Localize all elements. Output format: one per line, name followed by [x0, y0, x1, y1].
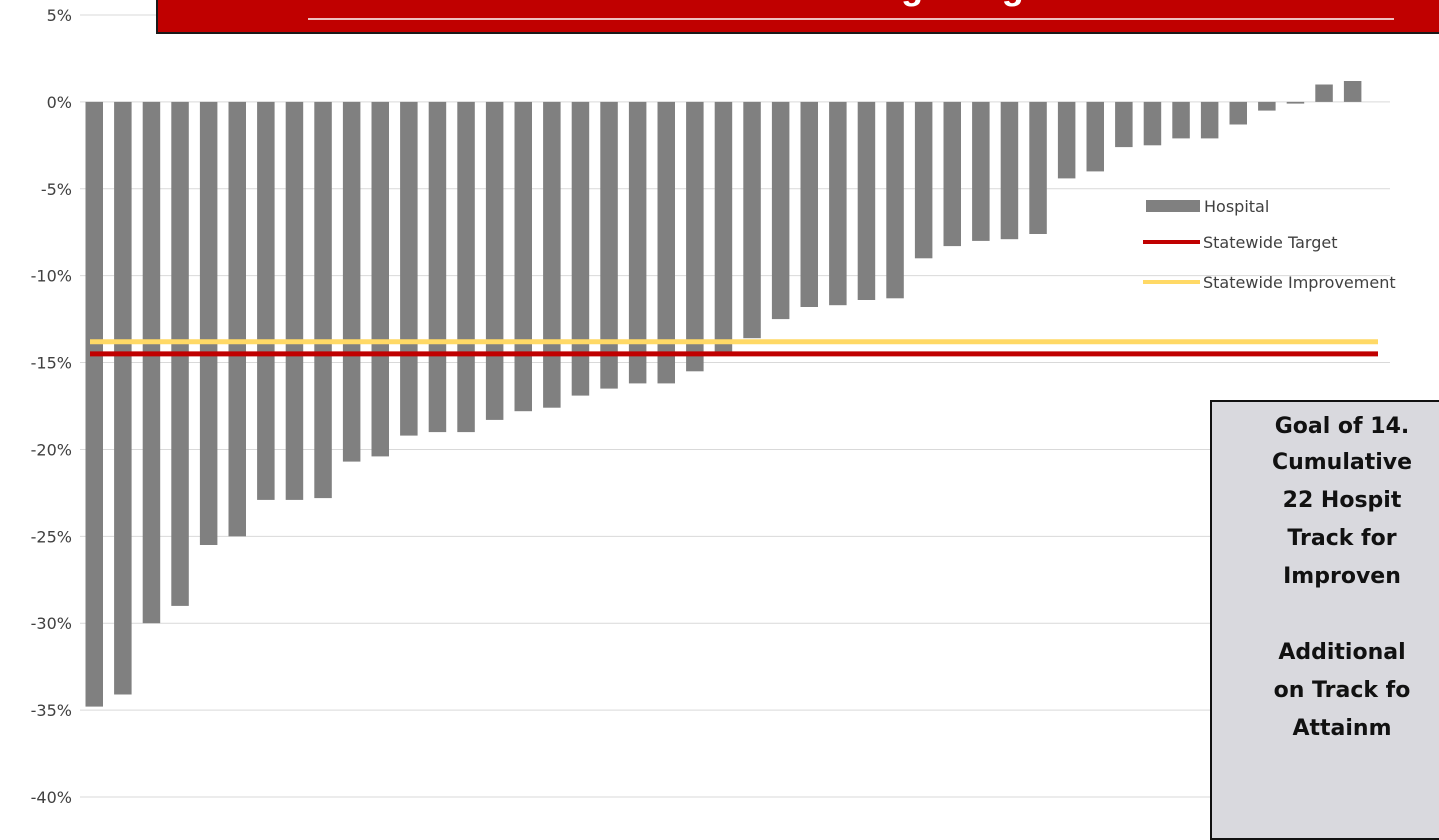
hospital-bar — [1258, 101, 1276, 111]
hospital-bar — [1029, 101, 1047, 235]
hospital-bar — [1315, 84, 1333, 102]
y-tick-label: -5% — [41, 180, 72, 199]
note-line: Improven — [1283, 564, 1401, 589]
hospital-bar — [285, 101, 304, 500]
hospital-bar — [686, 101, 704, 372]
note-line: on Track fo — [1273, 678, 1411, 703]
legend-target-label: Statewide Target — [1203, 233, 1337, 252]
legend-hospital-swatch — [1146, 200, 1200, 212]
hospital-bar — [457, 101, 475, 433]
note-line: Cumulative — [1271, 450, 1413, 475]
y-tick-label: -20% — [31, 440, 72, 459]
hospital-bar — [1000, 101, 1019, 240]
title-underline — [308, 18, 1394, 20]
gridlines — [80, 14, 1390, 798]
legend: Hospital Statewide Target Statewide Impr… — [1143, 197, 1396, 292]
hospital-bar — [1143, 101, 1162, 146]
hospital-bar — [886, 101, 904, 299]
hospital-bar — [857, 101, 876, 301]
hospital-bar — [743, 101, 761, 339]
hospital-bar — [972, 101, 990, 241]
hospital-bar — [1086, 101, 1104, 172]
hospital-bar — [571, 101, 590, 396]
hospital-bar — [943, 101, 961, 247]
title-banner: to CY 2017 YTD through August — [156, 0, 1439, 34]
hospital-bar — [514, 101, 532, 412]
hospital-bar — [1172, 101, 1190, 139]
hospital-bar — [800, 101, 818, 308]
hospital-bar — [1200, 101, 1219, 139]
hospital-bar — [1115, 101, 1133, 148]
note-line: Goal of 14. — [1274, 414, 1410, 439]
hospital-bar — [1057, 101, 1076, 179]
hospital-bars — [85, 81, 1362, 707]
hospital-bar — [428, 101, 447, 433]
hospital-bar — [400, 101, 418, 436]
goal-note-box: Goal of 14. Cumulative 22 Hospit Track f… — [1210, 400, 1439, 840]
hospital-bar — [1343, 81, 1362, 102]
hospital-bar — [485, 101, 504, 420]
reference-lines — [90, 339, 1378, 357]
hospital-bar — [1229, 101, 1247, 125]
hospital-bar — [1286, 101, 1305, 104]
hospital-bar — [829, 101, 847, 306]
hospital-bar — [714, 101, 733, 356]
legend-improvement-label: Statewide Improvement — [1203, 273, 1396, 292]
note-line: 22 Hospit — [1282, 488, 1402, 513]
note-line: Track for — [1287, 526, 1397, 551]
hospital-bar — [314, 101, 332, 499]
y-tick-label: -35% — [31, 701, 72, 720]
y-axis-tick-labels: 5% 0% -5% -10% -15% -20% -25% -30% -35% -40% — [31, 6, 72, 807]
y-tick-label: -10% — [31, 267, 72, 286]
hospital-bar — [114, 101, 132, 695]
y-tick-label: -25% — [31, 527, 72, 546]
hospital-bar — [199, 101, 218, 546]
hospital-bar — [657, 101, 675, 384]
hospital-bar — [228, 101, 246, 537]
y-tick-label: -30% — [31, 614, 72, 633]
y-tick-label: 5% — [47, 6, 72, 25]
legend-hospital-label: Hospital — [1204, 197, 1269, 216]
chart-area: 5% 0% -5% -10% -15% -20% -25% -30% -35% -40% Hosp… — [31, 6, 1396, 807]
hospital-bar — [342, 101, 361, 462]
hospital-bar — [600, 101, 618, 389]
hospital-bar — [142, 101, 161, 624]
chart-title: to CY 2017 YTD through August — [158, 0, 1439, 8]
hospital-bar — [371, 101, 389, 457]
hospital-bar — [85, 101, 103, 707]
hospital-bar — [257, 101, 275, 500]
y-tick-label: -15% — [31, 354, 72, 373]
note-line: Attainm — [1292, 716, 1392, 741]
y-tick-label: -40% — [31, 788, 72, 807]
y-tick-label: 0% — [47, 93, 72, 112]
hospital-bar — [771, 101, 790, 320]
hospital-bar — [914, 101, 933, 259]
hospital-bar — [543, 101, 561, 408]
hospital-bar — [628, 101, 647, 384]
note-line: Additional — [1278, 640, 1406, 665]
